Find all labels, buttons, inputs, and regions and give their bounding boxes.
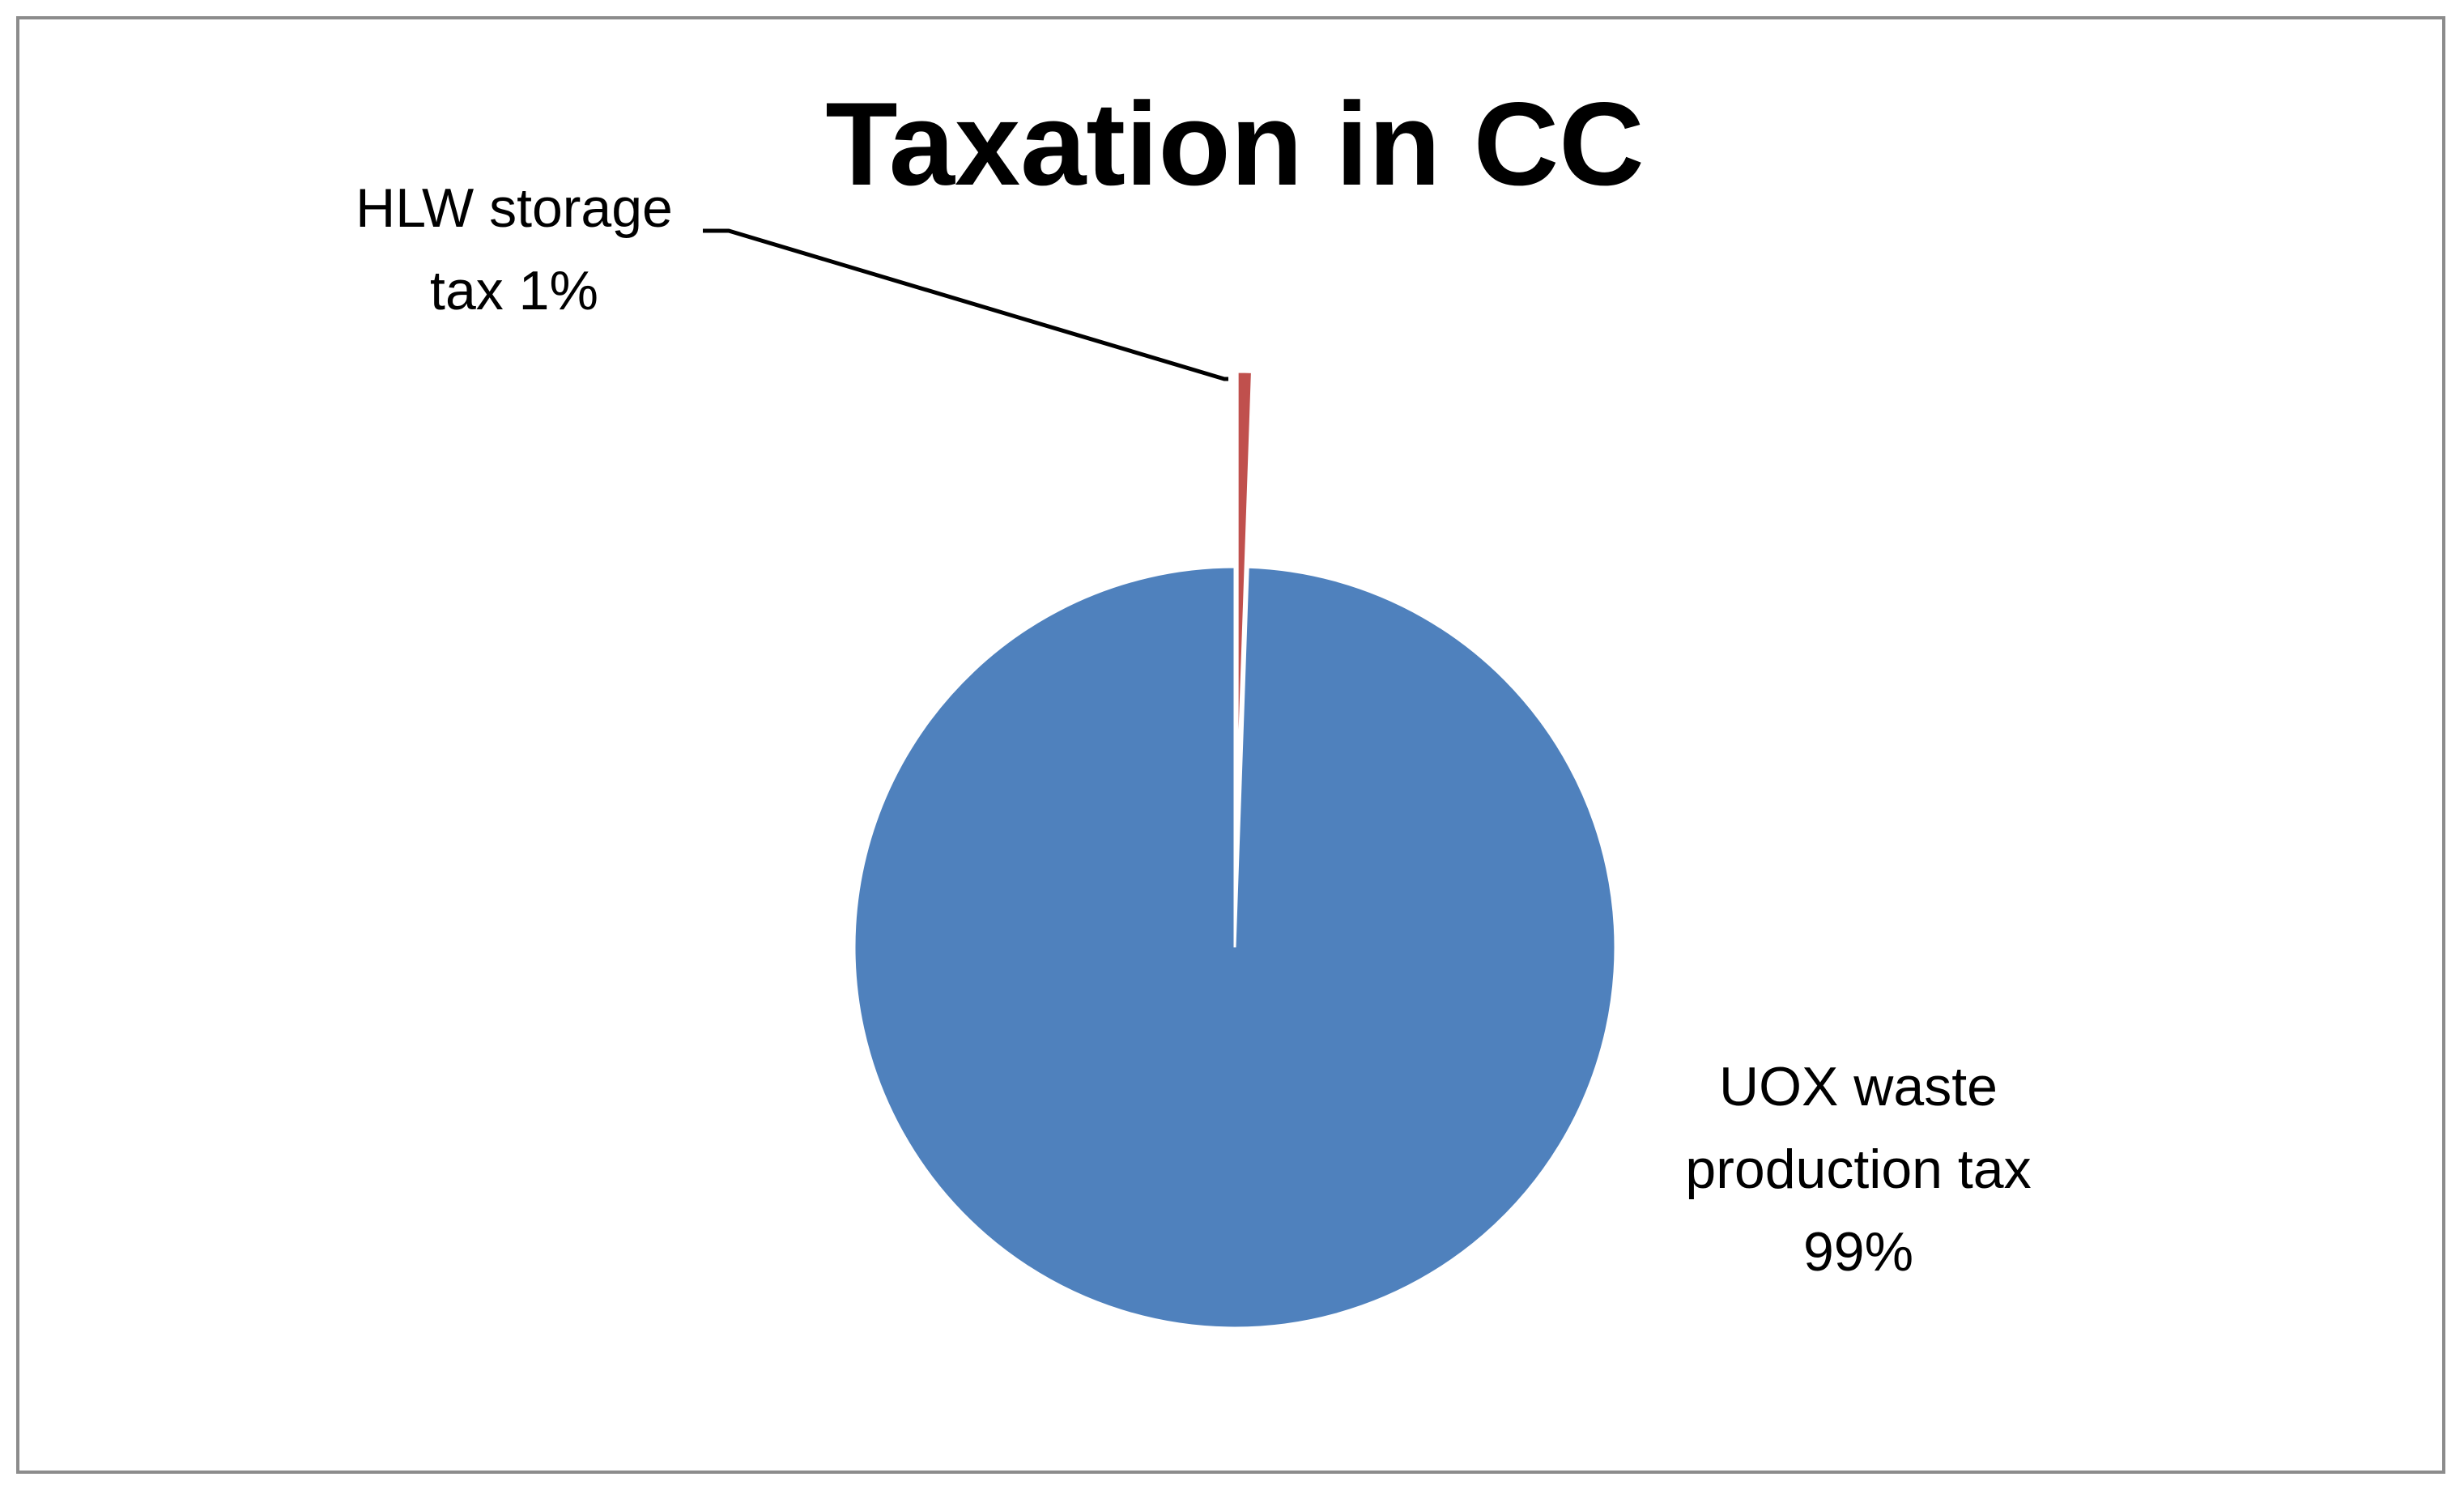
slice-label-line: HLW storage — [355, 177, 673, 239]
chart-title: Taxation in CC — [825, 78, 1644, 210]
slice-label-hlw-storage-tax: HLW storage tax 1% — [355, 177, 673, 321]
slice-label-uox-waste-production-tax: UOX waste production tax 99% — [1685, 1056, 2031, 1283]
pie-slices — [853, 372, 1617, 1330]
pie-slice-hlw-storage-tax — [1237, 372, 1252, 754]
slice-label-line: tax 1% — [430, 260, 598, 321]
slice-label-line: UOX waste — [1719, 1056, 1998, 1117]
slice-label-line: production tax — [1685, 1139, 2031, 1200]
leader-lines — [703, 228, 1228, 381]
leader-line-hlw-storage-tax — [703, 228, 1228, 381]
slice-labels: UOX waste production tax 99% HLW storage tax… — [355, 177, 2031, 1283]
pie-slice-uox-waste-production-tax — [853, 565, 1617, 1330]
slice-label-line: 99% — [1803, 1221, 1913, 1283]
